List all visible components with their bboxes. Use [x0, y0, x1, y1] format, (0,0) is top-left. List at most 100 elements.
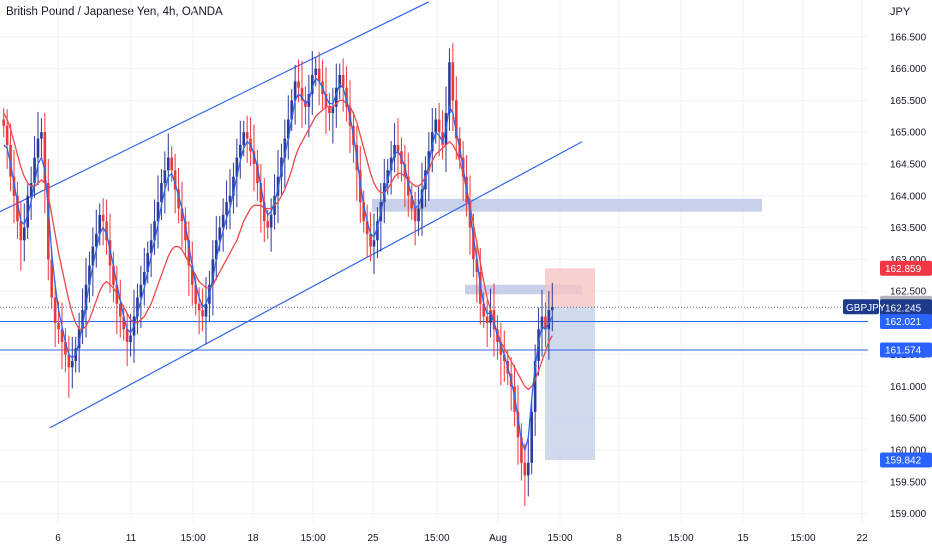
candle-body	[266, 221, 270, 228]
candle-body	[475, 259, 479, 273]
candle-body	[67, 354, 71, 368]
price-badge-161.574: 161.574	[880, 342, 932, 358]
candle-body	[369, 233, 372, 247]
candle-body	[118, 303, 122, 317]
candle-body	[211, 259, 215, 285]
candle-body	[46, 183, 50, 260]
candle-body	[129, 335, 132, 342]
candle-body	[314, 68, 318, 75]
candle-body	[286, 119, 290, 139]
candle-body	[362, 202, 366, 222]
support-zone	[465, 284, 582, 295]
badge-bg	[880, 314, 932, 330]
candle-body	[544, 316, 547, 330]
time-tick-label: 15:00	[180, 533, 205, 544]
candle-body	[242, 132, 246, 145]
time-tick-label: 15	[737, 533, 749, 544]
channel-lower-line	[49, 141, 583, 429]
candle-body	[533, 361, 537, 412]
candle-body	[293, 81, 297, 101]
candle-body	[328, 106, 331, 114]
candle-body	[29, 183, 33, 196]
price-tick-label: 166.500	[890, 32, 927, 43]
price-tick-label: 159.000	[890, 509, 927, 520]
candle-body	[341, 75, 345, 88]
candle-body	[160, 183, 163, 203]
price-badges: 162.859162.308162.24503:45:21GBPJPY162.0…	[843, 260, 932, 468]
price-tick-label: 160.500	[890, 414, 927, 425]
stop-loss-zone	[545, 268, 595, 308]
candle-body	[16, 195, 19, 222]
candle-body	[550, 306, 554, 311]
time-tick-label: 18	[247, 533, 259, 544]
candle-body	[221, 214, 225, 228]
candle-body	[269, 214, 273, 228]
candle-body	[413, 208, 417, 222]
candle-body	[485, 316, 489, 323]
candle-body	[125, 329, 129, 342]
candle-body	[64, 341, 67, 355]
candle-body	[9, 144, 12, 177]
candle-body	[489, 310, 492, 323]
price-tick-label: 163.000	[890, 255, 927, 266]
badge-value: 159.842	[885, 456, 922, 467]
candle-body	[88, 265, 91, 285]
candle-body	[53, 297, 57, 323]
candle-body	[40, 132, 43, 139]
candle-body	[245, 132, 249, 139]
price-tick-label: 159.500	[890, 477, 927, 488]
candle-body	[204, 303, 208, 317]
candle-body	[386, 170, 390, 184]
candle-body	[310, 75, 314, 95]
candle-body	[324, 94, 328, 107]
candle-body	[180, 208, 184, 222]
candle-body	[149, 240, 153, 253]
candle-body	[520, 437, 523, 463]
time-axis: 6 11 15:00 18 15:00 25 15:00 Aug 15:00 8 15:00 15 15…	[55, 533, 868, 544]
candle-body	[502, 354, 506, 362]
candle-body	[112, 265, 115, 285]
candle-body	[441, 132, 444, 145]
candle-body	[300, 87, 304, 101]
time-tick-label: Aug	[489, 533, 507, 544]
candle-body	[530, 411, 534, 463]
candle-body	[26, 195, 30, 228]
moving-averages	[3, 77, 553, 453]
candle-body	[142, 272, 146, 285]
candle-body	[403, 163, 407, 177]
candle-body	[516, 411, 520, 438]
time-tick-label: 25	[367, 533, 379, 544]
ema-slow-line	[3, 99, 553, 391]
candle-body	[218, 227, 222, 241]
ema-fast-line	[3, 77, 553, 453]
candle-body	[91, 246, 95, 266]
candle-body	[232, 176, 235, 196]
candle-body	[190, 265, 194, 285]
chart-grid	[0, 0, 868, 525]
take-profit-zone	[545, 307, 595, 461]
price-axis: 159.000159.500160.000160.500161.000161.5…	[890, 32, 927, 520]
badge-bg	[880, 260, 932, 276]
candle-body	[177, 189, 180, 209]
price-tick-label: 164.500	[890, 159, 927, 170]
candle-body	[523, 462, 527, 476]
candle-body	[122, 316, 126, 330]
candle-body	[334, 87, 338, 107]
candle-body	[50, 259, 54, 298]
candle-body	[420, 189, 424, 209]
candle-body	[238, 144, 242, 158]
zones-layer	[372, 198, 762, 461]
badge-value: 162.021	[885, 317, 922, 328]
candle-body	[338, 75, 342, 88]
candle-body	[22, 227, 26, 241]
candle-body	[153, 221, 156, 241]
candle-body	[105, 221, 108, 241]
candle-body	[166, 157, 170, 171]
candle-body	[345, 87, 348, 107]
candle-body	[406, 176, 410, 196]
candle-body	[372, 240, 376, 247]
candle-body	[139, 284, 143, 298]
candle-body	[201, 310, 204, 317]
price-badge-162.859: 162.859	[880, 260, 932, 276]
